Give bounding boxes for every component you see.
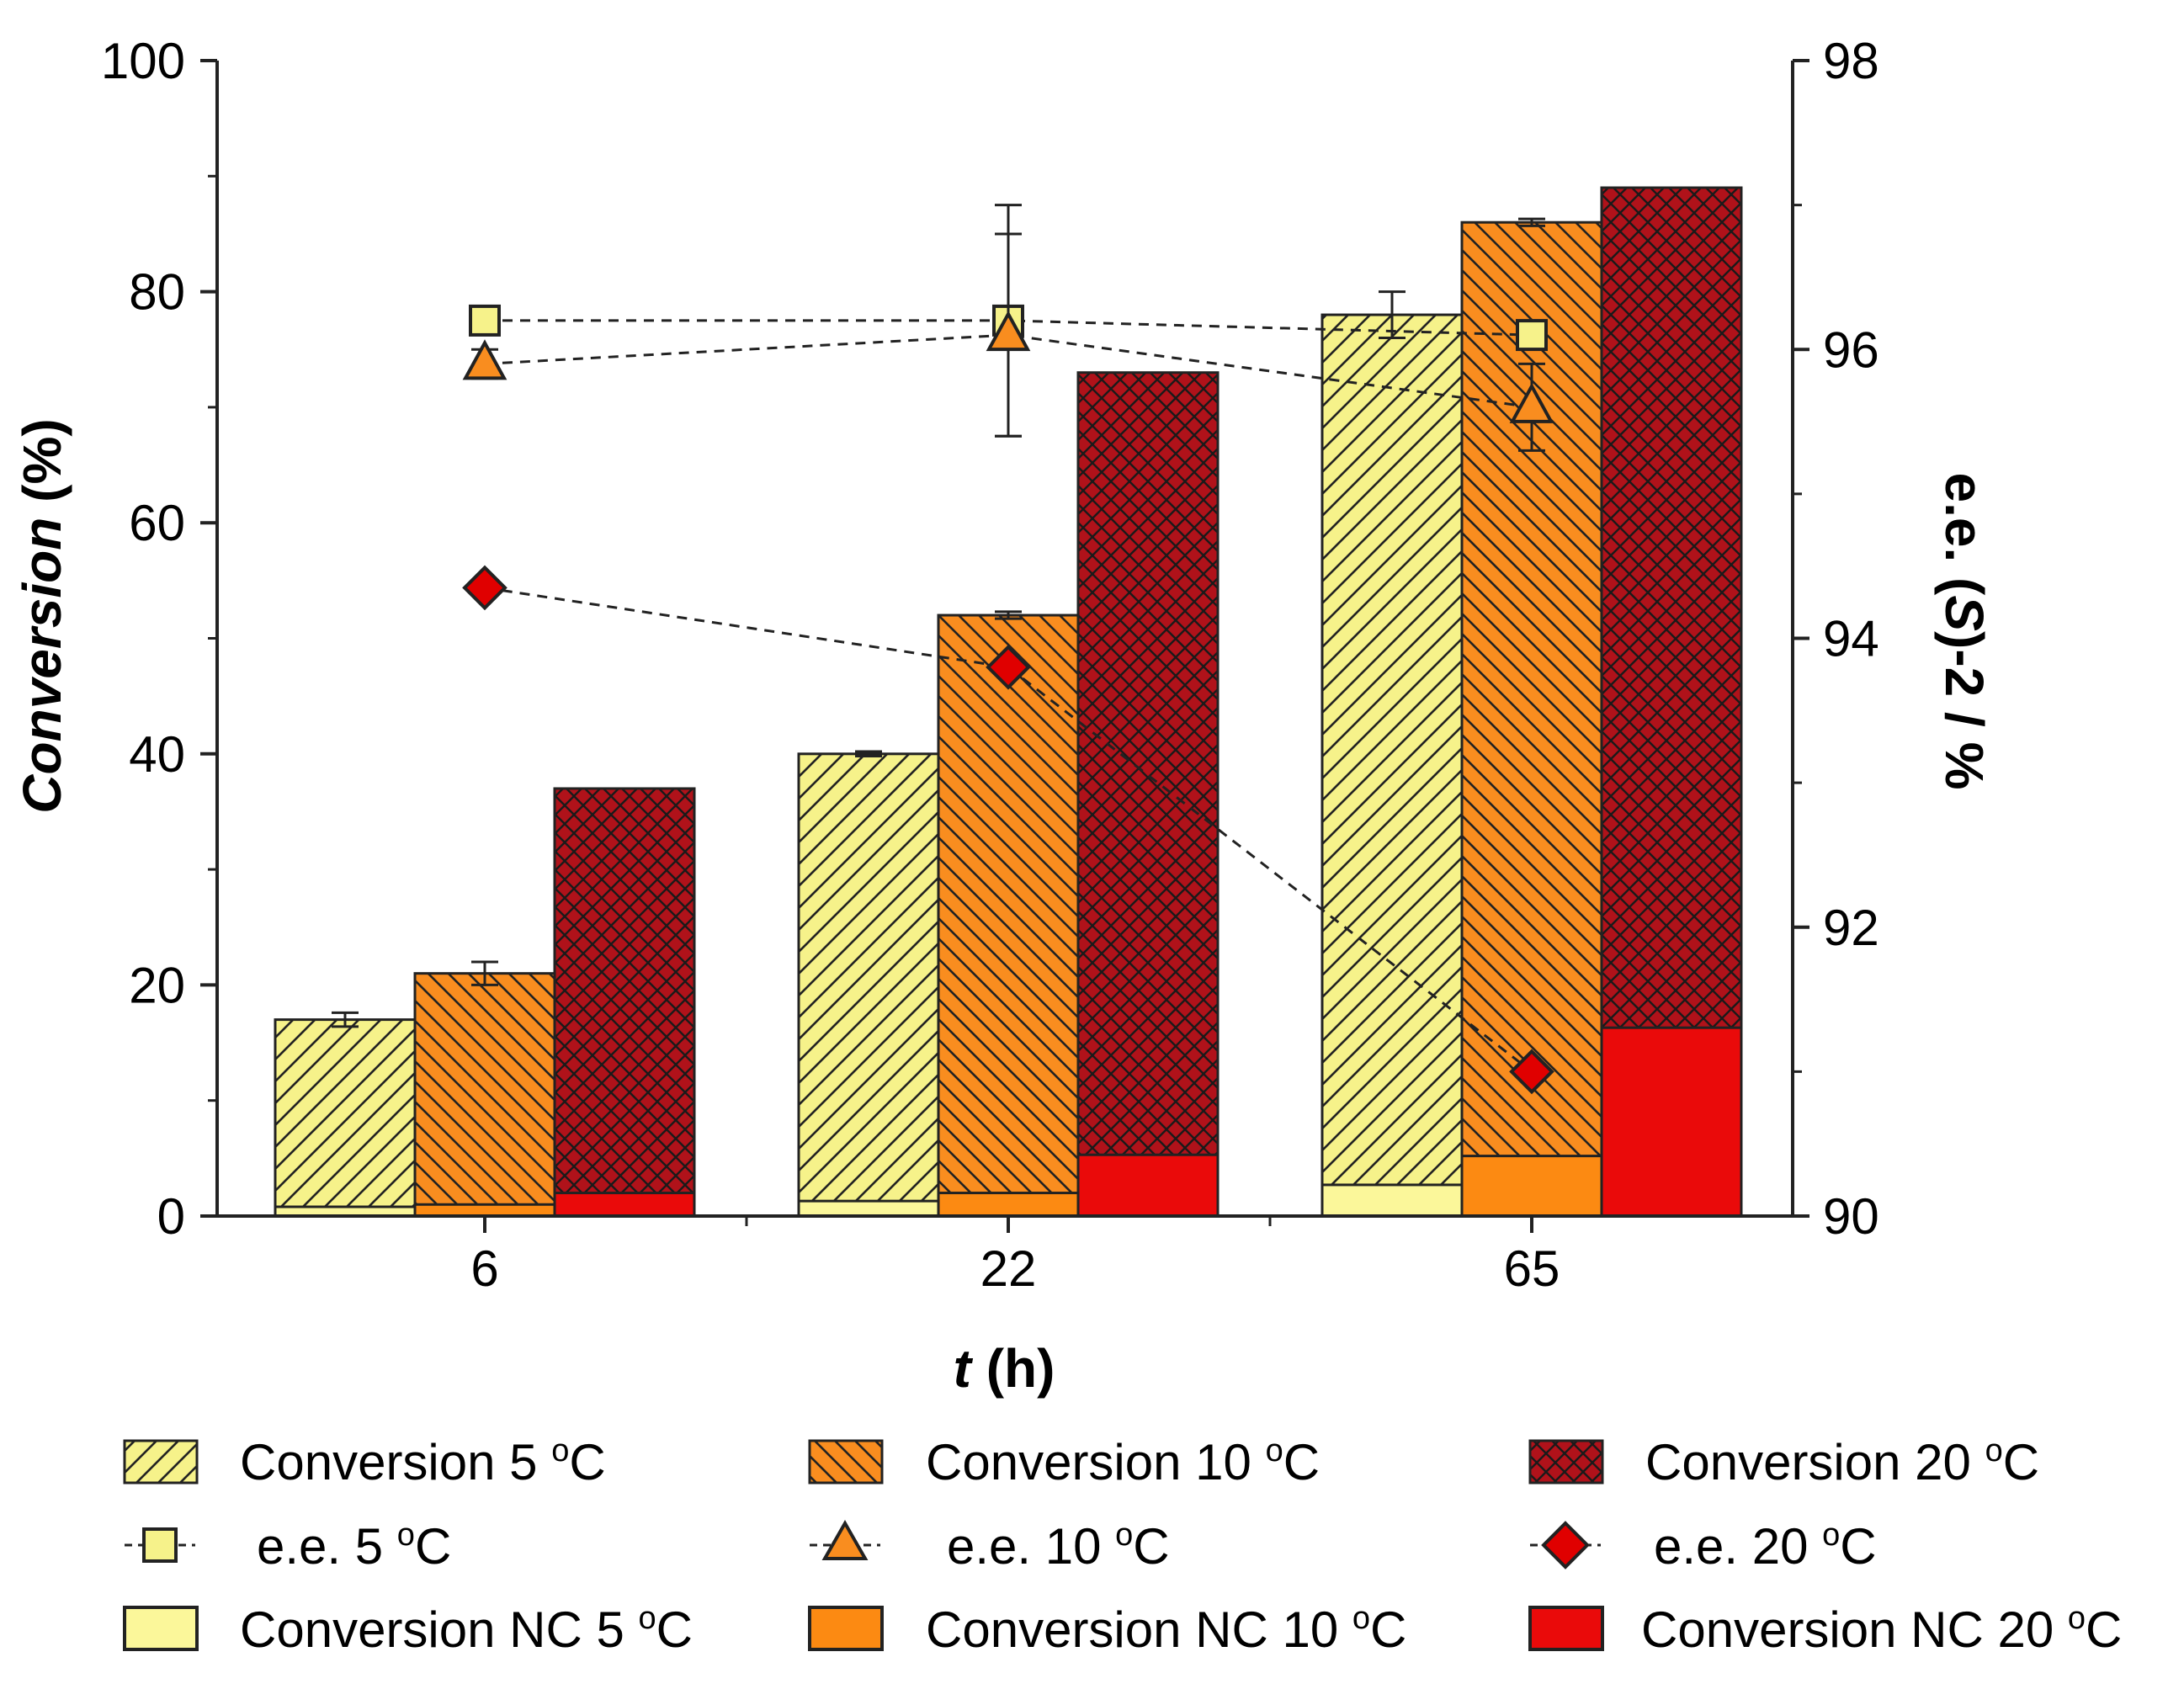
bar-nc-2-1 [1076, 1153, 1220, 1218]
x-tick-label-2: 65 [1504, 1240, 1560, 1297]
legend-label-conv-20: Conversion 20 oC [1645, 1433, 2039, 1490]
y2-tick-label-2: 94 [1823, 611, 1879, 667]
ee-marker-2-2 [1509, 1049, 1554, 1095]
legend-swatch-nc-20 [1528, 1606, 1604, 1651]
legend-label-conv-10: Conversion 10 oC [926, 1433, 1320, 1490]
bar-conv-0-0 [274, 1018, 417, 1218]
ee-marker-0-2 [1516, 319, 1548, 352]
legend-swatch-nc-5 [123, 1606, 199, 1651]
x-axis-title-unit: (h) [986, 1338, 1055, 1399]
legend-marker-ee-5 [142, 1527, 178, 1563]
y-tick-label-3: 60 [129, 495, 185, 551]
bar-conv-1-0 [413, 972, 556, 1218]
y-tick-label-4: 80 [129, 264, 185, 321]
y2-axis-title: e.e. (S)-2 / % [1934, 473, 1995, 790]
bar-nc-0-2 [1320, 1183, 1464, 1218]
legend-swatch-conv-10 [808, 1439, 884, 1485]
y-axis-title-unit: (%) [12, 418, 72, 502]
ee-marker-0-0 [469, 304, 501, 337]
bar-conv-2-1 [1076, 371, 1220, 1218]
y-tick-label-0: 0 [157, 1188, 185, 1245]
ee-marker-1-0 [462, 339, 507, 380]
bar-error-0-0 [332, 1011, 359, 1028]
bar-nc-1-0 [413, 1203, 556, 1218]
x-tick-label-1: 22 [980, 1240, 1037, 1297]
bar-error-1-0 [471, 960, 498, 986]
legend-label-ee-20: e.e. 20 oC [1654, 1517, 1877, 1575]
y2-axis-title-var: S [1934, 595, 1995, 631]
ee-line-0 [485, 319, 1533, 337]
bar-nc-0-1 [797, 1199, 940, 1218]
legend: Conversion 5 oC Conversion 10 oC Convers… [123, 1433, 2122, 1658]
y-tick-label-5: 100 [101, 33, 185, 89]
y2-tick-label-0: 90 [1823, 1188, 1879, 1245]
y2-tick-label-4: 98 [1823, 33, 1879, 89]
bar-error-0-1 [855, 750, 882, 758]
bar-nc-2-0 [553, 1192, 696, 1218]
y-tick-label-1: 20 [129, 957, 185, 1013]
bar-nc-1-1 [937, 1192, 1080, 1218]
x-axis-title-var: t [954, 1338, 974, 1399]
bar-error-1-2 [1518, 217, 1545, 227]
legend-swatch-nc-10 [808, 1606, 884, 1651]
axes-layer: 0 20 40 60 80 100 90 92 94 96 98 6 22 65 [101, 33, 1879, 1297]
y2-axis-title-prefix: e.e. ( [1934, 473, 1995, 597]
legend-swatch-conv-20 [1528, 1439, 1604, 1485]
bar-conv-2-0 [553, 787, 696, 1218]
legend-label-conv-5: Conversion 5 oC [240, 1433, 606, 1490]
ee-marker-2-1 [986, 644, 1031, 690]
legend-label-nc-10: Conversion NC 10 oC [926, 1601, 1406, 1658]
legend-label-nc-20: Conversion NC 20 oC [1641, 1601, 2122, 1658]
bar-error-1-1 [995, 610, 1022, 620]
legend-marker-ee-20 [1541, 1521, 1590, 1569]
bar-nc-1-2 [1460, 1155, 1603, 1218]
ee-marker-1-2 [1509, 382, 1554, 423]
legend-marker-ee-10 [821, 1519, 869, 1560]
x-axis-title: t (h) [954, 1338, 1055, 1399]
y-axis-title: Conversion (%) [12, 418, 72, 813]
y2-axis-title-suffix: )-2 / % [1934, 631, 1995, 789]
bars-layer [274, 186, 1743, 1218]
y2-tick-label-1: 92 [1823, 900, 1879, 956]
x-tick-label-0: 6 [470, 1240, 498, 1297]
legend-label-nc-5: Conversion NC 5 oC [240, 1601, 693, 1658]
legend-label-ee-5: e.e. 5 oC [257, 1517, 451, 1575]
ee-marker-2-0 [462, 565, 507, 611]
bar-conv-0-1 [797, 752, 940, 1218]
bar-nc-2-2 [1600, 1026, 1743, 1218]
y-tick-label-2: 40 [129, 726, 185, 783]
legend-label-ee-10: e.e. 10 oC [947, 1517, 1170, 1575]
ee-marker-1-1 [986, 310, 1031, 352]
legend-swatch-conv-5 [123, 1439, 199, 1485]
ee-layer [462, 204, 1554, 1095]
y-axis-title-main: Conversion [12, 518, 72, 814]
y2-tick-label-3: 96 [1823, 321, 1879, 378]
bar-conv-0-2 [1320, 313, 1464, 1218]
